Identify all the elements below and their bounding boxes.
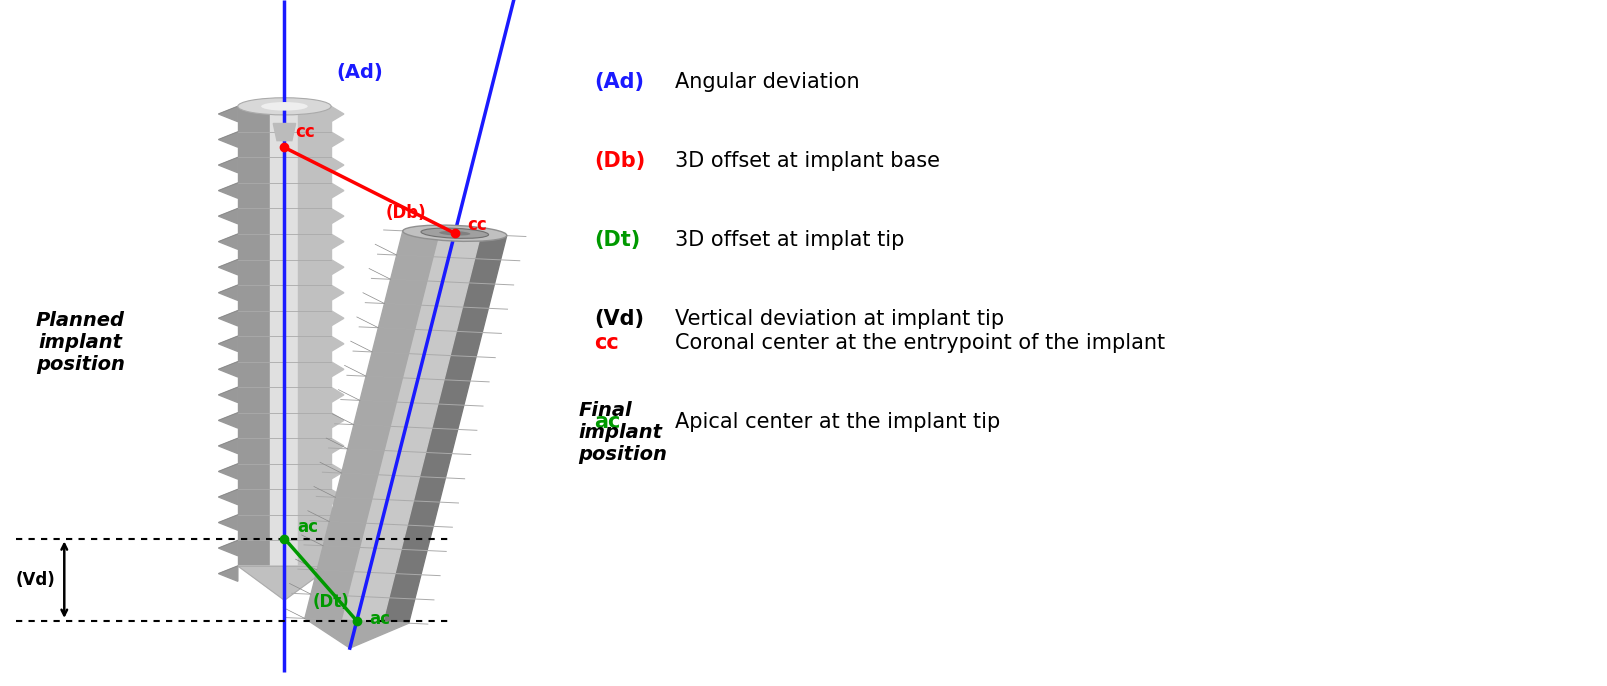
Polygon shape — [273, 123, 296, 141]
Polygon shape — [219, 438, 238, 453]
Polygon shape — [331, 566, 344, 581]
Polygon shape — [331, 464, 344, 479]
Polygon shape — [305, 619, 408, 648]
Polygon shape — [331, 438, 344, 453]
Polygon shape — [331, 515, 344, 530]
Polygon shape — [219, 362, 238, 377]
Polygon shape — [219, 413, 238, 428]
Text: Coronal center at the entrypoint of the implant: Coronal center at the entrypoint of the … — [675, 333, 1165, 353]
Text: ac: ac — [297, 518, 318, 536]
Polygon shape — [219, 464, 238, 479]
Polygon shape — [341, 233, 480, 622]
Polygon shape — [331, 157, 344, 173]
Polygon shape — [382, 235, 506, 623]
Polygon shape — [331, 311, 344, 326]
Text: cc: cc — [296, 123, 315, 141]
Text: cc: cc — [595, 333, 619, 353]
Polygon shape — [331, 132, 344, 147]
Text: 3D offset at implat tip: 3D offset at implat tip — [675, 230, 905, 250]
Polygon shape — [219, 234, 238, 249]
Polygon shape — [331, 541, 344, 556]
Polygon shape — [331, 183, 344, 198]
Polygon shape — [331, 209, 344, 224]
Polygon shape — [219, 387, 238, 403]
Text: cc: cc — [468, 216, 487, 234]
Ellipse shape — [421, 228, 489, 238]
Ellipse shape — [403, 225, 506, 241]
Polygon shape — [219, 336, 238, 351]
Text: Angular deviation: Angular deviation — [675, 72, 860, 93]
Polygon shape — [219, 489, 238, 505]
Ellipse shape — [260, 102, 307, 110]
Polygon shape — [331, 285, 344, 300]
Polygon shape — [331, 234, 344, 249]
Text: Apical center at the implant tip: Apical center at the implant tip — [675, 412, 1000, 432]
Text: ac: ac — [595, 412, 620, 432]
Polygon shape — [219, 132, 238, 147]
Polygon shape — [331, 106, 344, 121]
Polygon shape — [331, 362, 344, 377]
Text: (Db): (Db) — [386, 204, 426, 222]
Ellipse shape — [439, 231, 471, 235]
Text: ac: ac — [370, 611, 391, 628]
Polygon shape — [331, 259, 344, 275]
Polygon shape — [219, 157, 238, 173]
Polygon shape — [219, 183, 238, 198]
Text: (Vd): (Vd) — [595, 309, 644, 329]
Text: (Ad): (Ad) — [336, 62, 382, 82]
Text: (Vd): (Vd) — [16, 571, 56, 589]
Text: (Db): (Db) — [595, 151, 646, 172]
Polygon shape — [331, 413, 344, 428]
Polygon shape — [331, 336, 344, 351]
Text: 3D offset at implant base: 3D offset at implant base — [675, 151, 940, 172]
Polygon shape — [219, 541, 238, 556]
Polygon shape — [331, 387, 344, 403]
Text: Vertical deviation at implant tip: Vertical deviation at implant tip — [675, 309, 1004, 329]
Text: (Ad): (Ad) — [595, 72, 644, 93]
Polygon shape — [219, 259, 238, 275]
Polygon shape — [331, 489, 344, 505]
Polygon shape — [219, 106, 238, 121]
Polygon shape — [305, 231, 439, 620]
Ellipse shape — [238, 97, 331, 115]
Polygon shape — [219, 566, 238, 581]
Polygon shape — [238, 566, 331, 600]
Text: Planned
implant
position: Planned implant position — [35, 311, 125, 375]
Polygon shape — [219, 311, 238, 326]
Polygon shape — [219, 515, 238, 530]
Polygon shape — [219, 285, 238, 300]
Text: (Dt): (Dt) — [595, 230, 641, 250]
Polygon shape — [219, 209, 238, 224]
Text: Final
implant
position: Final implant position — [579, 401, 667, 464]
Text: (Dt): (Dt) — [312, 593, 349, 611]
